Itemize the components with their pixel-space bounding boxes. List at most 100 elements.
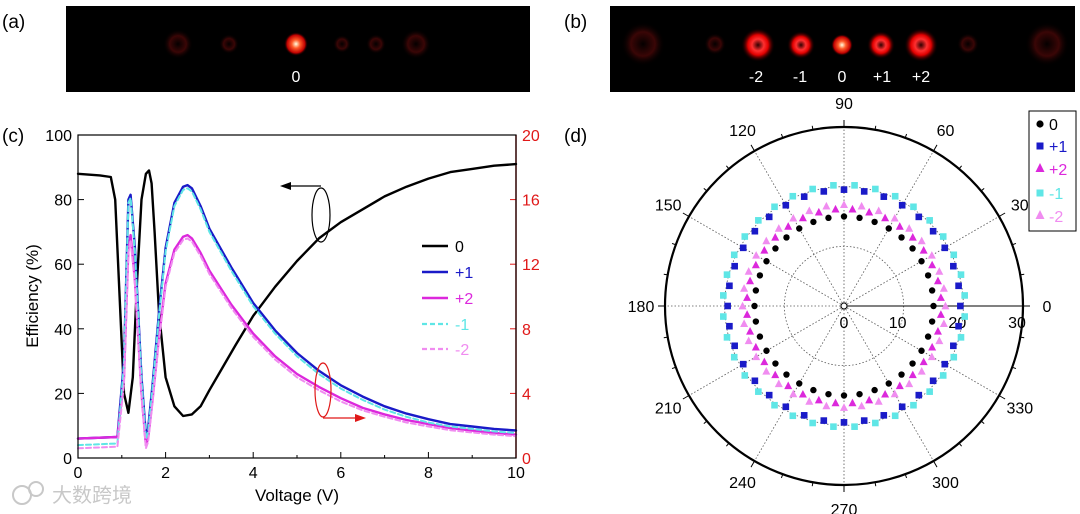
polar-point-p1 bbox=[941, 360, 949, 368]
x-tick-label: 6 bbox=[336, 465, 345, 482]
radial-tick-label: 0 bbox=[840, 315, 849, 332]
polar-point-m2 bbox=[774, 379, 783, 388]
beam-ring-m2 bbox=[741, 28, 775, 62]
y-tick-label: 60 bbox=[54, 257, 72, 274]
polar-point-p1 bbox=[782, 201, 790, 209]
beam-label-0: 0 bbox=[838, 69, 847, 86]
polar-point-p2 bbox=[760, 246, 769, 254]
beam-image-b: -2 -1 0 +1 +2 bbox=[610, 6, 1075, 92]
series-line-m2 bbox=[77, 237, 517, 450]
polar-point-m2 bbox=[774, 224, 783, 232]
polar-point-0 bbox=[928, 318, 936, 325]
polar-angle-tick bbox=[980, 187, 985, 192]
polar-point-p1 bbox=[751, 227, 759, 235]
polar-angle-tick bbox=[980, 420, 985, 425]
beam-ring-p1 bbox=[867, 31, 895, 59]
polar-point-p2 bbox=[760, 357, 769, 366]
polar-point-p1 bbox=[731, 262, 738, 270]
panel-label-d: (d) bbox=[564, 126, 587, 147]
angle-tick-label: 60 bbox=[937, 123, 955, 140]
x-tick-label: 2 bbox=[161, 465, 170, 482]
polar-point-p1 bbox=[800, 412, 808, 419]
panel-label-b: (b) bbox=[564, 12, 587, 33]
polar-point-p2 bbox=[771, 370, 780, 379]
legend-label-p2: +2 bbox=[455, 291, 473, 308]
polar-point-p2 bbox=[798, 389, 807, 398]
polar-point-0 bbox=[885, 380, 892, 387]
polar-point-m2 bbox=[939, 319, 948, 328]
polar-point-m2 bbox=[744, 336, 753, 345]
polar-angle-tick bbox=[811, 482, 814, 487]
polar-point-m2 bbox=[822, 401, 831, 410]
polar-point-m1 bbox=[939, 233, 947, 240]
beam-label-0: 0 bbox=[292, 69, 301, 86]
beam-label-p1: +1 bbox=[873, 69, 891, 86]
polar-point-p2 bbox=[928, 342, 937, 351]
polar-point-p2 bbox=[865, 207, 874, 216]
polar-point-p1 bbox=[955, 282, 962, 290]
polar-point-p1 bbox=[840, 419, 848, 426]
red-curve-annotation-ellipse bbox=[314, 362, 332, 418]
polar-point-p2 bbox=[784, 381, 793, 390]
polar-point-m1 bbox=[771, 401, 778, 409]
polar-point-m1 bbox=[891, 192, 899, 200]
polar-point-p2 bbox=[771, 233, 780, 241]
polar-point-m1 bbox=[720, 292, 727, 299]
polar-point-m2 bbox=[789, 213, 798, 222]
angle-tick-label: 30 bbox=[1011, 198, 1029, 215]
panel-label-c: (c) bbox=[2, 126, 24, 147]
legend-label-m2: -2 bbox=[455, 342, 469, 359]
polar-point-0 bbox=[871, 218, 878, 226]
polar-point-p2 bbox=[908, 370, 917, 379]
polar-point-m1 bbox=[950, 353, 958, 361]
polar-angle-tick bbox=[904, 474, 908, 479]
polar-angle-tick bbox=[1012, 242, 1017, 246]
polar-angle-tick bbox=[933, 144, 938, 152]
beam-faint-ring bbox=[621, 22, 665, 66]
polar-point-m2 bbox=[917, 367, 926, 375]
polar-angle-tick bbox=[750, 144, 755, 152]
polar-point-p2 bbox=[848, 398, 857, 407]
polar-point-p1 bbox=[957, 302, 964, 310]
polar-point-m2 bbox=[905, 224, 914, 232]
polar-point-0 bbox=[796, 380, 803, 387]
polar-angle-tick bbox=[1020, 336, 1025, 339]
polar-point-m1 bbox=[755, 388, 762, 395]
beam-spot-0 bbox=[831, 34, 853, 56]
polar-angle-tick bbox=[904, 133, 908, 138]
polar-point-m2 bbox=[738, 301, 747, 310]
y2-tick-label: 12 bbox=[522, 257, 540, 274]
polar-angle-tick bbox=[998, 395, 1006, 400]
polar-point-m1 bbox=[730, 353, 738, 361]
polar-point-p2 bbox=[831, 204, 840, 213]
polar-point-m2 bbox=[789, 389, 798, 398]
polar-point-0 bbox=[763, 347, 770, 354]
y-tick-label: 20 bbox=[54, 386, 72, 403]
polar-point-m2 bbox=[874, 206, 883, 215]
polar-angle-tick bbox=[958, 442, 963, 447]
polar-point-p1 bbox=[820, 417, 828, 424]
polar-point-0 bbox=[810, 386, 817, 394]
polar-point-p1 bbox=[739, 360, 747, 368]
polar-point-m1 bbox=[789, 192, 797, 200]
polar-point-m1 bbox=[809, 419, 816, 427]
angle-tick-label: 270 bbox=[831, 502, 858, 514]
legend-label-p1: +1 bbox=[455, 265, 473, 282]
polar-point-m2 bbox=[740, 319, 749, 328]
legend-label-p1: +1 bbox=[1049, 139, 1067, 156]
polar-point-m2 bbox=[905, 379, 914, 388]
watermark-text: 大数跨境 bbox=[52, 484, 132, 507]
polar-angle-tick bbox=[958, 165, 963, 170]
panel-label-a: (a) bbox=[2, 12, 25, 33]
x-tick-label: 0 bbox=[74, 465, 83, 482]
polar-point-m2 bbox=[890, 213, 899, 222]
polar-point-m1 bbox=[961, 313, 968, 320]
black-arrow-head bbox=[280, 182, 291, 190]
legend-marker-p2 bbox=[1035, 163, 1045, 172]
polar-point-p2 bbox=[751, 260, 760, 269]
y2-tick-label: 0 bbox=[522, 451, 531, 468]
beam-faint-ring bbox=[163, 29, 193, 59]
x-tick-label: 8 bbox=[424, 465, 433, 482]
polar-point-m1 bbox=[939, 372, 947, 379]
